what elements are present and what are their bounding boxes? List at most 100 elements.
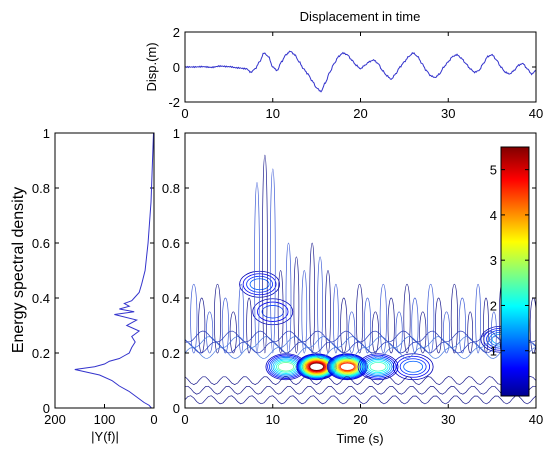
contour-ring [252, 298, 294, 326]
contour-band [185, 336, 536, 348]
contour-ring [328, 354, 366, 379]
contour-ring [403, 360, 424, 373]
time-x-tick-label: 30 [441, 106, 455, 121]
time-panel-title: Displacement in time [300, 9, 421, 24]
tf-y-tick-label: 0.8 [162, 181, 180, 196]
time-frequency-y-ticks: 0 0.2 0.4 0.6 0.8 1 [162, 126, 536, 416]
time-panel-axes-box [184, 31, 537, 103]
time-frequency-panel: 0 0.2 0.4 0.6 0.8 1 0 10 20 30 40 Time (s) 1 2 3 4 5 [162, 126, 543, 446]
time-y-tick-label: -2 [168, 95, 180, 110]
spectrum-y-ticks: 0 0.2 0.4 0.6 0.8 1 [32, 126, 154, 416]
tf-x-tick-label: 30 [441, 412, 455, 427]
time-frequency-xlabel: Time (s) [336, 431, 383, 446]
time-frequency-axes-box [184, 132, 537, 409]
tf-x-tick-label: 20 [353, 412, 367, 427]
time-panel: Displacement in time Disp.(m) 20-2 0 10 20… [144, 9, 543, 121]
contour-ring [357, 353, 399, 381]
contour-baseline [185, 376, 536, 385]
contour-ring [276, 360, 296, 373]
contour-streak [238, 283, 245, 354]
contour-lines [185, 154, 536, 405]
colorbar-tick-label: 4 [490, 208, 497, 223]
contour-ring [261, 305, 284, 319]
spectrum-y-tick-label: 0 [43, 401, 50, 416]
tf-y-tick-label: 0.2 [162, 346, 180, 361]
spectrum-panel-xlabel: |Y(f)| [91, 429, 119, 444]
contour-streak [262, 154, 268, 354]
tf-y-tick-label: 0.4 [162, 291, 180, 306]
contour-ring [306, 360, 327, 373]
spectrum-panel: Energy spectral density |Y(f)| 0 0.2 0.4 0.… [10, 126, 158, 444]
tf-x-tick-label: 40 [529, 412, 543, 427]
contour-streak [411, 297, 419, 354]
contour-ring [338, 361, 356, 372]
contour-streak [277, 270, 284, 354]
contour-ring [334, 359, 360, 375]
contour-streak [356, 283, 364, 354]
spectrum-y-tick-label: 0.4 [32, 291, 50, 306]
contour-streak [221, 297, 229, 354]
colorbar-tick-label: 1 [490, 344, 497, 359]
contour-streak [467, 311, 474, 354]
contour-streak [301, 270, 308, 354]
contour-ring [369, 361, 387, 372]
spectrum-x-ticks: 200 100 0 [44, 404, 158, 427]
contour-ring [326, 353, 368, 381]
contour-streak [333, 283, 339, 354]
time-panel-ylabel: Disp.(m) [144, 42, 159, 91]
contour-streak [317, 256, 323, 354]
contour-ring [399, 358, 427, 376]
contour-streak [475, 283, 481, 354]
contour-streak [442, 311, 451, 354]
contour-streak [403, 283, 411, 354]
contour-baseline [185, 395, 536, 405]
contour-streak [285, 242, 292, 354]
contour-ring [307, 361, 326, 372]
spectrum-y-tick-label: 0.2 [32, 346, 50, 361]
contour-streak [450, 283, 458, 354]
contour-band [185, 347, 536, 359]
tf-y-tick-label: 1 [173, 126, 180, 141]
spectrum-x-tick-label: 100 [94, 412, 116, 427]
contour-streak [229, 311, 237, 354]
contour-streak [213, 283, 222, 354]
contour-streak [419, 311, 427, 354]
time-y-tick-label: 0 [173, 60, 180, 75]
contour-baseline [185, 385, 536, 395]
contour-streak [363, 297, 372, 354]
time-x-tick-label: 20 [353, 106, 367, 121]
spectrum-series-line [74, 132, 154, 409]
contour-streak [340, 297, 348, 354]
colorbar [500, 146, 530, 397]
contour-ring [309, 362, 324, 371]
time-x-tick-label: 40 [529, 106, 543, 121]
spectrum-x-tick-label: 0 [150, 412, 157, 427]
contour-ring [257, 301, 289, 322]
time-frequency-x-ticks: 0 10 20 30 40 [181, 404, 543, 427]
displacement-series-line [184, 50, 537, 93]
spectrum-panel-axes-box [54, 132, 155, 409]
contour-ring [306, 360, 328, 374]
contour-ring [308, 362, 325, 372]
contour-ring [339, 362, 355, 371]
tf-x-tick-label: 0 [181, 412, 188, 427]
colorbar-ticks: 1 2 3 4 5 [490, 163, 529, 359]
contour-ring [361, 356, 395, 378]
contour-streak [190, 283, 198, 354]
contour-streak [246, 297, 252, 354]
contour-streak [395, 311, 403, 354]
contour-ring [302, 357, 332, 377]
contour-streak [254, 182, 260, 354]
contour-streak [269, 168, 276, 354]
spectrum-x-tick-label: 200 [44, 412, 66, 427]
contour-streak [435, 297, 443, 354]
contour-streak [309, 242, 316, 354]
contour-band [185, 341, 536, 354]
contour-streak [379, 283, 387, 354]
time-x-tick-label: 0 [181, 106, 188, 121]
contour-streak [348, 311, 356, 354]
contour-ring [367, 360, 389, 374]
contour-ring [392, 353, 434, 381]
spectrum-y-tick-label: 0.8 [32, 181, 50, 196]
contour-ring [363, 357, 393, 376]
